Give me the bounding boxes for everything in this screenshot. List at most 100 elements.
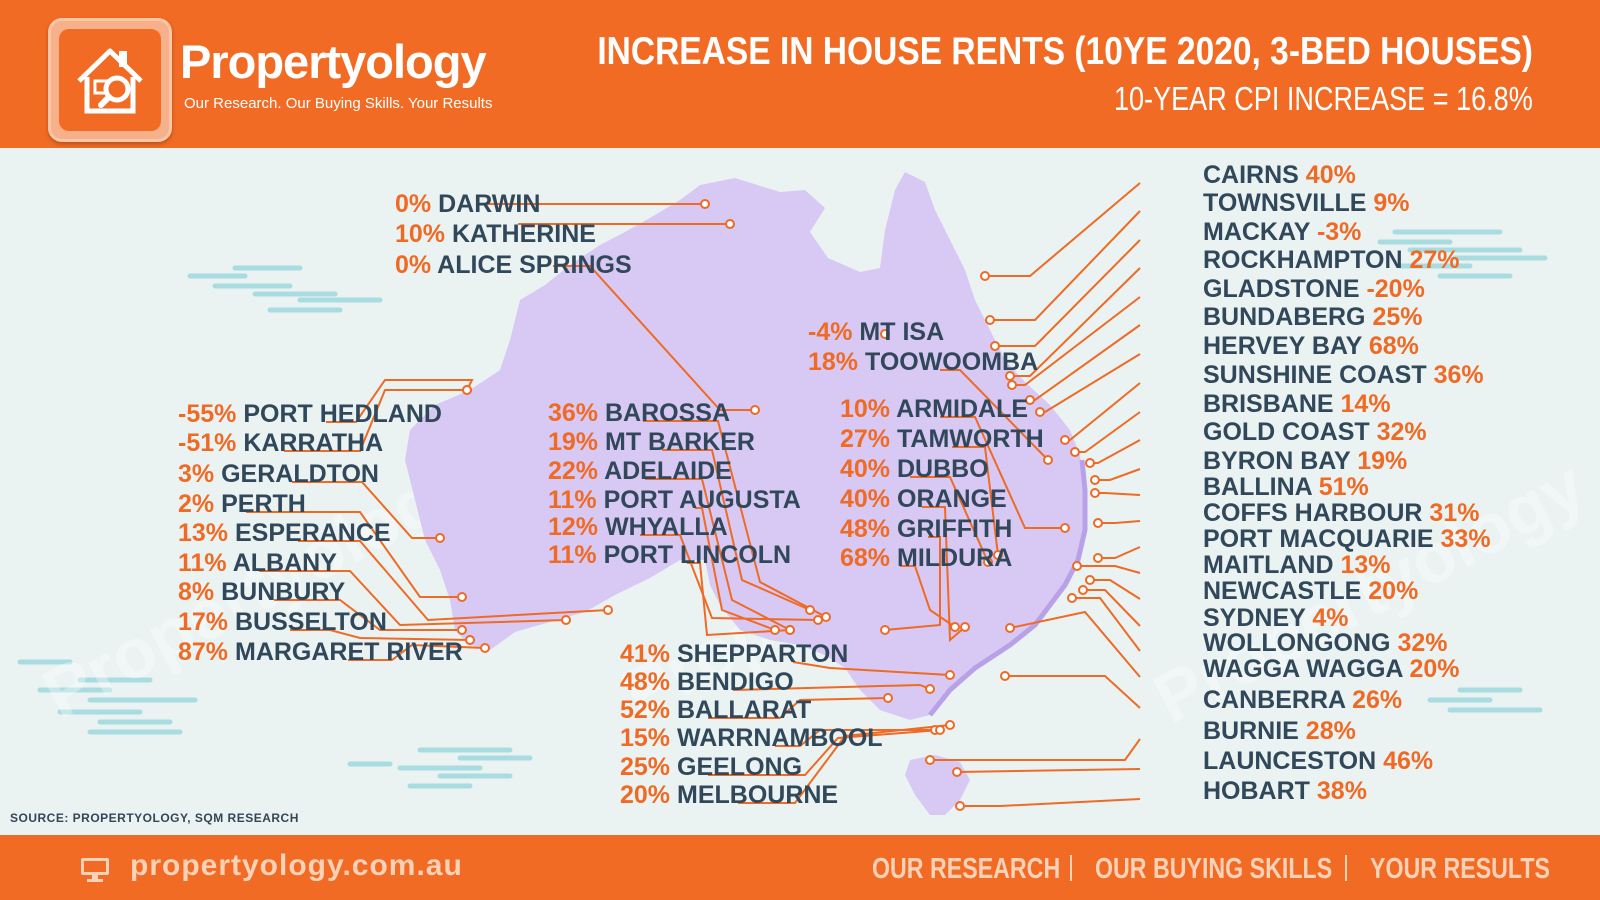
- location-dot-barossa: [821, 612, 831, 622]
- region-name: MARGARET RIVER: [235, 638, 463, 666]
- region-value: -3%: [1317, 218, 1361, 246]
- region-label-wollongong: WOLLONGONG 32%: [1203, 629, 1447, 657]
- location-dot-whyalla: [813, 615, 823, 625]
- region-name: BRISBANE: [1203, 390, 1334, 418]
- region-name: TAMWORTH: [897, 425, 1044, 453]
- region-name: GERALDTON: [221, 460, 379, 488]
- location-dot-hobart: [955, 801, 965, 811]
- location-dot-launceston: [952, 767, 962, 777]
- location-dot-geelong: [935, 725, 945, 735]
- location-dot-katherine: [725, 219, 735, 229]
- region-value: 28%: [1306, 717, 1356, 745]
- region-label-hobart: HOBART 38%: [1203, 777, 1367, 805]
- connector-armidale: [940, 416, 1065, 529]
- region-label-alice-springs: 0% ALICE SPRINGS: [395, 251, 632, 279]
- region-name: BAROSSA: [605, 399, 730, 427]
- connector-wagga-wagga: [1009, 610, 1141, 678]
- house-magnifier-icon: [77, 48, 143, 114]
- region-value: 3%: [178, 460, 214, 488]
- location-dot-gladstone: [1007, 380, 1017, 390]
- connector-canberra: [1005, 675, 1141, 709]
- region-value: 12%: [548, 513, 598, 541]
- location-dot-perth: [457, 592, 467, 602]
- footer-link-our-buying-skills[interactable]: OUR BUYING SKILLS: [1095, 853, 1333, 885]
- region-value: 40%: [1306, 161, 1356, 189]
- website-link[interactable]: propertyology.com.au: [130, 849, 463, 882]
- region-name: ROCKHAMPTON: [1203, 246, 1403, 274]
- connector-dubbo: [910, 476, 989, 563]
- region-name: SHEPPARTON: [677, 640, 848, 668]
- region-label-margaret-river: 87% MARGARET RIVER: [178, 638, 463, 666]
- region-name: BENDIGO: [677, 668, 794, 696]
- connector-albany: [259, 570, 567, 627]
- region-label-ballina: BALLINA 51%: [1203, 473, 1369, 501]
- location-dot-port-augusta: [770, 625, 780, 635]
- region-value: 8%: [178, 578, 214, 606]
- footer-link-your-results[interactable]: YOUR RESULTS: [1370, 853, 1551, 885]
- region-label-sunshine-coast: SUNSHINE COAST 36%: [1203, 361, 1484, 389]
- connector-tamworth: [952, 446, 999, 556]
- region-name: GLADSTONE: [1203, 275, 1360, 303]
- connector-geelong: [708, 729, 941, 776]
- connector-toowoomba: [940, 369, 1049, 461]
- region-value: 13%: [178, 519, 228, 547]
- region-value: 20%: [1368, 577, 1418, 605]
- brand-logo[interactable]: [48, 18, 172, 142]
- region-value: 0%: [395, 190, 431, 218]
- region-label-port-augusta: 11% PORT AUGUSTA: [548, 486, 801, 514]
- location-dot-byron-bay: [1090, 475, 1100, 485]
- region-value: 32%: [1377, 418, 1427, 446]
- connector-sunshine-coast: [1065, 382, 1141, 441]
- region-name: PERTH: [221, 490, 306, 518]
- region-name: ARMIDALE: [896, 395, 1028, 423]
- region-value: 40%: [840, 455, 890, 483]
- region-value: 19%: [548, 428, 598, 456]
- region-label-brisbane: BRISBANE 14%: [1203, 390, 1391, 418]
- region-name: WAGGA WAGGA: [1203, 655, 1403, 683]
- connector-townsville: [990, 210, 1141, 321]
- connector-ballina: [1095, 492, 1141, 496]
- location-dot-melbourne: [945, 720, 955, 730]
- brand-name: Propertyology: [180, 35, 487, 88]
- connector-melbourne: [738, 724, 951, 804]
- connector-port-macquarie: [1098, 546, 1141, 559]
- connector-sydney: [1083, 589, 1141, 627]
- region-label-bundaberg: BUNDABERG 25%: [1203, 303, 1423, 331]
- location-dot-tamworth: [993, 550, 1003, 560]
- location-dot-alice-springs: [750, 405, 760, 415]
- region-name: BALLINA: [1203, 473, 1313, 501]
- region-label-perth: 2% PERTH: [178, 490, 306, 518]
- region-label-griffith: 48% GRIFFITH: [840, 515, 1012, 543]
- connector-whyalla: [640, 534, 819, 621]
- region-label-katherine: 10% KATHERINE: [395, 220, 596, 248]
- header-banner: Propertyology Our Research. Our Buying S…: [0, 0, 1600, 148]
- location-dot-toowoomba: [1043, 455, 1053, 465]
- region-label-port-lincoln: 11% PORT LINCOLN: [548, 541, 791, 569]
- region-value: 87%: [178, 638, 228, 666]
- location-dot-gold-coast: [1085, 458, 1095, 468]
- region-value: 41%: [620, 640, 670, 668]
- region-label-dubbo: 40% DUBBO: [840, 455, 989, 483]
- region-value: 9%: [1373, 189, 1409, 217]
- region-label-canberra: CANBERRA 26%: [1203, 686, 1402, 714]
- connector-byron-bay: [1095, 468, 1141, 481]
- region-name: GOLD COAST: [1203, 418, 1370, 446]
- connector-hobart: [960, 798, 1141, 807]
- region-value: 48%: [620, 668, 670, 696]
- location-dot-hervey-bay: [1035, 407, 1045, 417]
- region-name: TOOWOOMBA: [865, 348, 1038, 376]
- location-dot-wollongong: [1067, 593, 1077, 603]
- location-dot-wagga-wagga: [1005, 623, 1015, 633]
- location-dot-geraldton: [435, 533, 445, 543]
- location-dot-townsville: [985, 315, 995, 325]
- region-label-warrnambool: 15% WARRNAMBOOL: [620, 724, 883, 752]
- region-label-ballarat: 52% BALLARAT: [620, 696, 811, 724]
- location-dots: [435, 199, 1103, 811]
- region-label-adelaide: 22% ADELAIDE: [548, 457, 732, 485]
- connector-port-hedland: [326, 379, 474, 423]
- region-name: WOLLONGONG: [1203, 629, 1390, 657]
- footer-link-our-research[interactable]: OUR RESEARCH: [872, 853, 1061, 885]
- region-value: 68%: [1369, 332, 1419, 360]
- region-name: SUNSHINE COAST: [1203, 361, 1427, 389]
- region-name: CANBERRA: [1203, 686, 1346, 714]
